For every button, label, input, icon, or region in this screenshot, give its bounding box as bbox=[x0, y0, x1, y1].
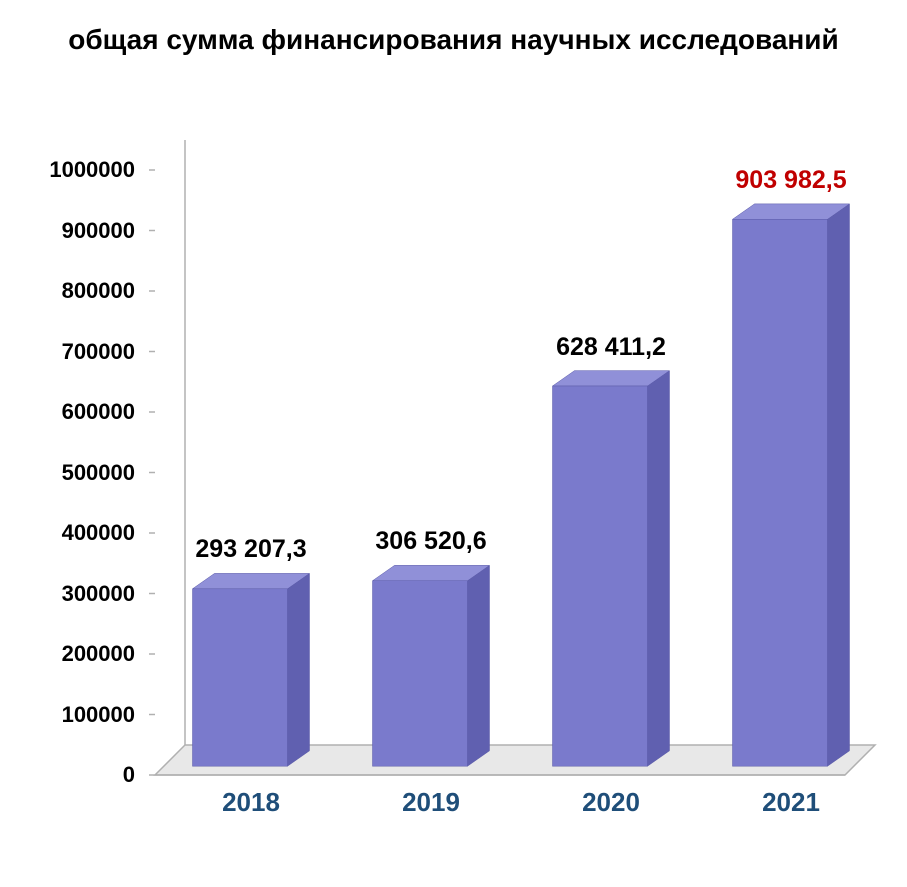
data-label: 293 207,3 bbox=[195, 535, 306, 564]
labels-layer: 293 207,3 2018 306 520,6 2019 628 411,2 2020 9… bbox=[0, 0, 907, 887]
x-tick-label: 2018 bbox=[222, 787, 280, 818]
data-label: 903 982,5 bbox=[735, 166, 846, 195]
chart-container: общая сумма финансирования научных иссле… bbox=[0, 0, 907, 887]
data-label: 628 411,2 bbox=[556, 333, 666, 362]
x-tick-label: 2021 bbox=[762, 787, 820, 818]
data-label: 306 520,6 bbox=[375, 527, 486, 556]
x-tick-label: 2019 bbox=[402, 787, 460, 818]
x-tick-label: 2020 bbox=[582, 787, 640, 818]
